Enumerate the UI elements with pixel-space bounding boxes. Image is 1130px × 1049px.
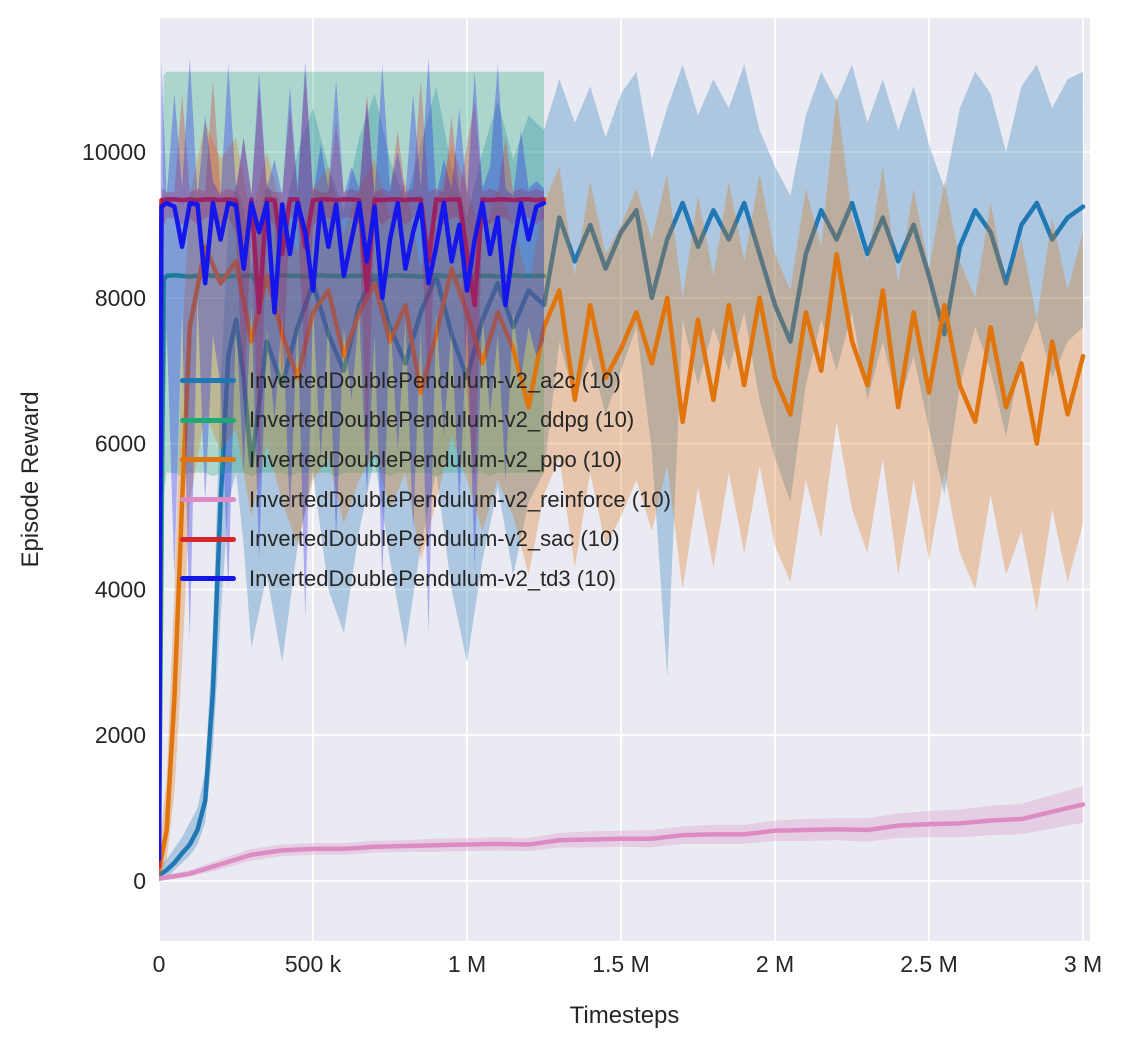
y-tick-label: 0 — [133, 868, 146, 894]
line-ppo — [159, 244, 1086, 873]
x-tick-label: 1.5 M — [592, 951, 650, 977]
y-tick-label: 2000 — [95, 722, 146, 748]
x-tick-label: 1 M — [448, 951, 486, 977]
line-reinforce — [159, 802, 1086, 882]
line-td3 — [159, 200, 547, 862]
x-tick-label: 0 — [153, 951, 166, 977]
y-tick-label: 10000 — [82, 139, 146, 165]
band-td3 — [159, 57, 545, 882]
line-a2c — [159, 200, 1086, 878]
y-tick-label: 8000 — [95, 285, 146, 311]
plot-background — [159, 18, 1090, 941]
x-tick-label: 2 M — [756, 951, 794, 977]
band-a2c — [159, 64, 1084, 882]
band-ppo — [159, 93, 1084, 882]
line-sac — [159, 197, 547, 869]
y-tick-label: 4000 — [95, 576, 146, 602]
y-tick-label: 6000 — [95, 431, 146, 457]
x-tick-label: 3 M — [1064, 951, 1102, 977]
x-tick-label: 500 k — [285, 951, 342, 977]
x-axis-label: Timesteps — [570, 1002, 680, 1029]
x-tick-label: 2.5 M — [900, 951, 958, 977]
y-axis-label: Episode Reward — [17, 391, 44, 567]
band-reinforce — [159, 786, 1084, 882]
